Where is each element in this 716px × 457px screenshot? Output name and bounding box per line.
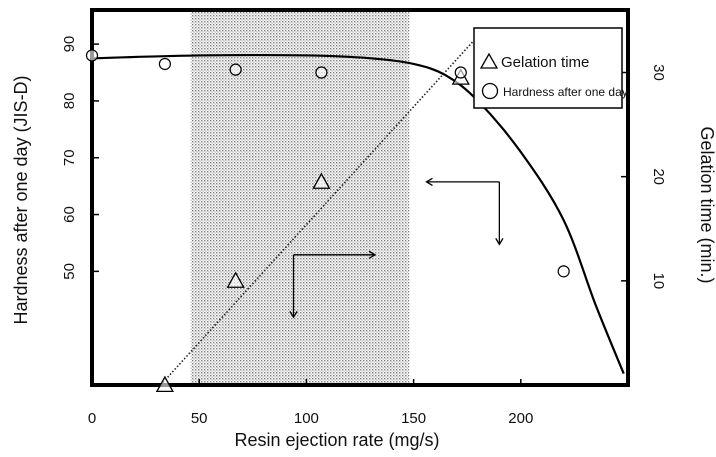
x-tick-label: 200	[508, 410, 533, 427]
x-tick-label: 150	[401, 410, 426, 427]
y-right-tick-label: 20	[650, 168, 667, 185]
y-left-tick-label: 50	[61, 263, 78, 280]
x-axis-title: Resin ejection rate (mg/s)	[234, 430, 439, 450]
legend-label-hardness: Hardness after one day	[503, 85, 628, 99]
x-tick-label: 0	[88, 410, 96, 427]
arrow-gelation-down-head	[289, 310, 298, 319]
y-right-tick-label: 30	[650, 64, 667, 81]
legend-label-gelation: Gelation time	[501, 54, 589, 71]
hardness-point	[85, 49, 99, 62]
y-left-tick-label: 70	[61, 149, 78, 166]
y-axis-left-title: Hardness after one day (JIS-D)	[11, 75, 31, 324]
plot-frame	[90, 8, 630, 387]
legend-box	[473, 27, 623, 109]
y-right-tick-label: 10	[650, 272, 667, 289]
y-left-tick-label: 60	[61, 206, 78, 223]
legend-circle-icon	[481, 82, 499, 100]
gelation-point	[312, 172, 331, 189]
hardness-curve	[91, 54, 625, 375]
y-left-tick-label: 80	[61, 93, 78, 110]
lines-layer	[91, 35, 625, 386]
y-axis-right-title: Gelation time (min.)	[697, 126, 716, 283]
legend-triangle-icon	[479, 52, 499, 69]
gelation-trend-line	[160, 35, 479, 386]
gelation-point	[155, 375, 175, 393]
arrow-hardness-down-head	[495, 238, 504, 246]
legend: Gelation time Hardness after one day	[473, 27, 628, 109]
arrow-hardness-left-head	[425, 177, 433, 187]
x-tick-label: 50	[191, 410, 208, 427]
ticks-layer: 0 50 100 150 200 50 60 70 80 90 10 20 30	[61, 36, 667, 427]
hardness-point	[557, 265, 570, 278]
y-left-tick-label: 90	[61, 36, 78, 53]
arrow-gelation-right-head	[368, 250, 377, 259]
hardness-point	[229, 63, 242, 76]
hardness-point	[158, 57, 171, 71]
markers-layer	[85, 49, 570, 393]
arrows-layer	[289, 177, 504, 319]
x-tick-label: 100	[294, 410, 319, 427]
shaded-region	[190, 12, 410, 383]
hardness-point	[454, 66, 467, 79]
gelation-point	[226, 271, 245, 288]
hardness-point	[315, 66, 328, 79]
